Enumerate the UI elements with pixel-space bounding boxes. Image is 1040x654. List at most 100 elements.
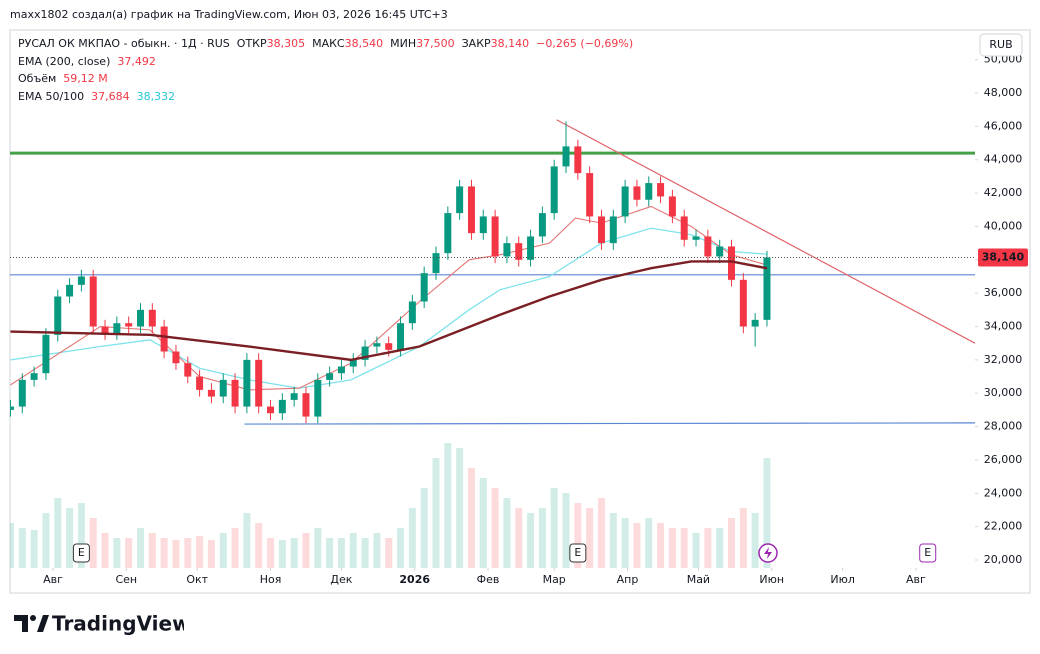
candle-body — [77, 276, 85, 285]
volume-bar — [385, 538, 393, 568]
volume-bar — [255, 523, 263, 568]
candle-body — [302, 393, 310, 417]
candle-body — [420, 273, 428, 302]
candle-body — [326, 373, 334, 380]
y-tick-label: 28,000 — [984, 420, 1023, 433]
volume-bar — [597, 498, 605, 568]
candle-body — [574, 146, 582, 174]
x-tick-label: 2026 — [399, 573, 430, 586]
volume-bar — [314, 528, 322, 568]
candle-body — [160, 326, 168, 352]
candle-body — [30, 373, 38, 380]
candle-body — [728, 246, 736, 280]
y-tick-label: 44,000 — [984, 153, 1023, 166]
candle-body — [184, 363, 192, 377]
volume-bar — [668, 528, 676, 568]
chart-frame — [9, 29, 1031, 594]
candle-body — [337, 366, 345, 374]
event-marker — [72, 543, 90, 563]
volume-bar — [420, 488, 428, 568]
y-tick-label: 40,000 — [984, 219, 1023, 232]
event-marker — [919, 543, 937, 563]
trend-line — [556, 119, 975, 344]
volume-bar — [54, 498, 62, 568]
candle-body — [113, 323, 121, 334]
volume-bar — [125, 538, 133, 568]
candle-body — [586, 173, 594, 217]
volume-bar — [645, 518, 653, 568]
volume-bar — [77, 503, 85, 568]
volume-bar — [408, 508, 416, 568]
candle-body — [219, 379, 227, 397]
x-tick-label: Окт — [186, 573, 208, 586]
candle-body — [562, 146, 570, 167]
ema-line — [10, 260, 768, 362]
plot-area — [10, 119, 975, 425]
legend-row: РУСАЛ ОК МКПАО - обыкн. · 1Д · RUS ОТКР3… — [18, 35, 633, 53]
volume-bar — [728, 518, 736, 568]
candle-body — [680, 216, 688, 240]
volume-bar — [326, 538, 334, 568]
volume-bar — [739, 508, 747, 568]
y-tick-label: 32,000 — [984, 353, 1023, 366]
volume-bar — [550, 488, 558, 568]
candle-body — [42, 334, 50, 374]
logo-icon — [37, 615, 49, 632]
candle-body — [373, 343, 381, 347]
legend-row: EMA 50/100 37,684 38,332 — [18, 88, 633, 106]
volume-bar — [196, 536, 204, 568]
trend-line — [244, 422, 975, 425]
candle-body — [207, 389, 215, 397]
volume-bar — [101, 533, 109, 568]
candle-body — [515, 243, 523, 260]
dividend-marker[interactable] — [758, 543, 778, 563]
chart: 20,000 22,000 24,000 26,000 28,000 30,000 32,0… — [9, 29, 1031, 594]
candle-body — [349, 359, 357, 367]
candle-body — [125, 323, 133, 327]
volume-bar — [278, 540, 286, 568]
candle-body — [231, 379, 239, 407]
last-price-label: 38,140 — [982, 250, 1025, 263]
legend-row: Объём 59,12 M — [18, 70, 633, 88]
logo-icon — [30, 615, 36, 621]
candle-body — [444, 213, 452, 254]
candle-body — [172, 351, 180, 364]
volume-bar — [337, 538, 345, 568]
volume-bar — [479, 478, 487, 568]
logo-icon — [14, 615, 28, 632]
indicator-value: 37,492 — [117, 54, 156, 68]
symbol: РУСАЛ ОК МКПАО - обыкн. · 1Д · RUS — [18, 37, 230, 50]
candle-body — [763, 257, 771, 320]
x-tick-label: Фев — [477, 573, 500, 586]
volume-bar — [609, 513, 617, 568]
candle-body — [66, 284, 74, 297]
brand-logo[interactable]: TradingView — [14, 610, 184, 640]
candle-body — [467, 186, 475, 234]
indicator-name: Объём — [18, 72, 57, 85]
candle-body — [621, 186, 629, 217]
volume-bar — [10, 523, 14, 568]
ohlc-value: 38,540 — [344, 37, 384, 50]
candle-body — [432, 253, 440, 274]
volume-bar — [89, 518, 97, 568]
volume-bar — [538, 508, 546, 568]
candle-body — [196, 376, 204, 390]
volume-bar — [219, 533, 227, 568]
volume-bar — [680, 528, 688, 568]
volume-bar — [432, 458, 440, 568]
candle-body — [633, 186, 641, 200]
candle-body — [657, 183, 665, 197]
indicator-value: 59,12 M — [63, 72, 108, 85]
candle-body — [10, 406, 14, 410]
x-tick-label: Авг — [43, 573, 63, 586]
volume-bar — [302, 533, 310, 568]
y-tick-label: 36,000 — [984, 286, 1023, 299]
indicator-name: EMA 50/100 — [18, 89, 85, 103]
y-tick-label: 42,000 — [984, 186, 1023, 199]
currency: RUB — [989, 38, 1012, 51]
candle-body — [54, 296, 62, 335]
volume-bar — [657, 523, 665, 568]
currency-box[interactable] — [979, 33, 1023, 57]
candle-body — [456, 186, 464, 214]
